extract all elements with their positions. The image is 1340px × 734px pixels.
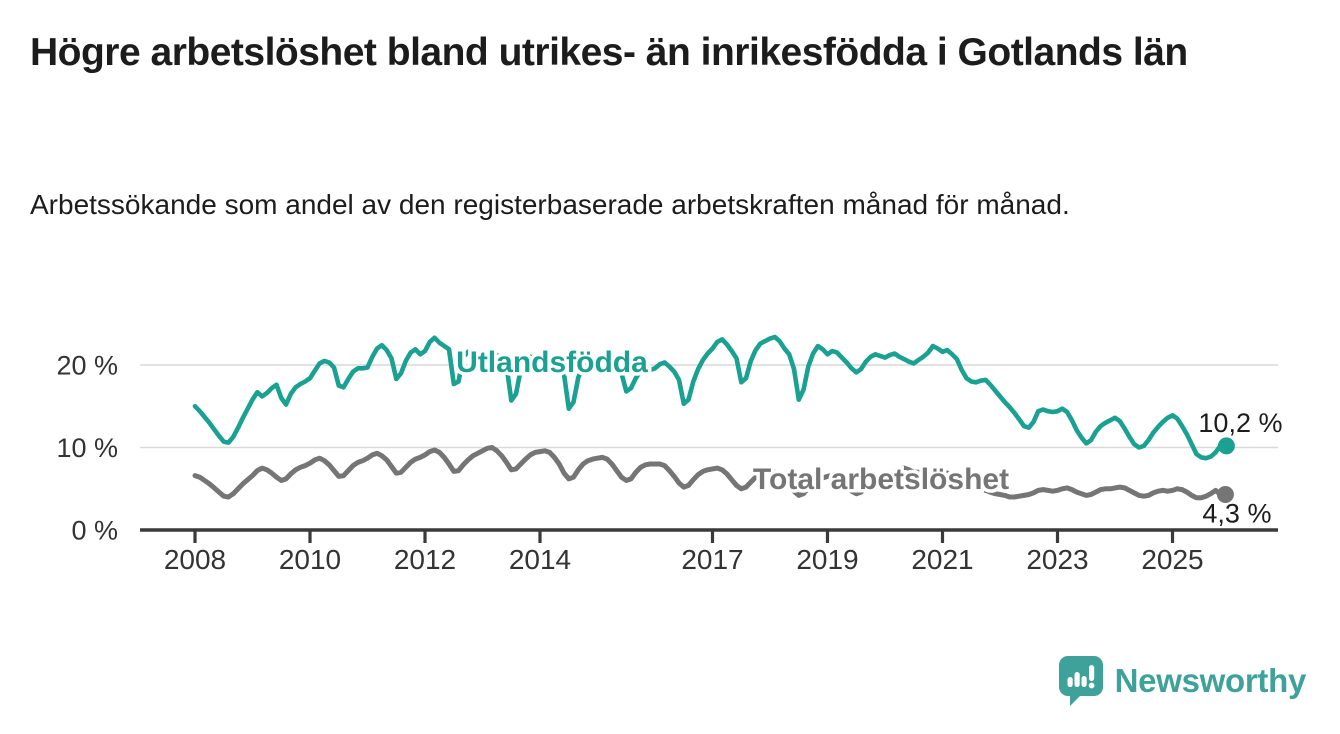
series-label-total-arbetsloshet: Total arbetslöshet [753, 463, 1009, 496]
bar-1 [1067, 677, 1073, 687]
exclamation-dot [1088, 682, 1095, 689]
x-tick-label: 2017 [681, 544, 743, 575]
x-tick-label: 2014 [509, 544, 571, 575]
x-tick-label: 2008 [164, 544, 226, 575]
x-axis-tick-labels: 2008 2010 2012 2014 2017 2019 2021 2023 2025 [164, 544, 1204, 575]
newsworthy-logo: Newsworthy [1058, 655, 1306, 707]
x-tick-label: 2019 [796, 544, 858, 575]
end-value-label-utlandsfodda: 10,2 % [1198, 408, 1282, 438]
newsworthy-logo-text: Newsworthy [1114, 662, 1307, 699]
y-tick-label: 0 % [71, 516, 118, 546]
end-value-label-total: 4,3 % [1202, 499, 1271, 529]
x-tick-label: 2012 [394, 544, 456, 575]
speech-bubble-shape [1058, 656, 1103, 706]
bar-3 [1081, 676, 1087, 687]
x-axis-ticks [193, 530, 1175, 543]
bar-2 [1074, 672, 1080, 687]
newsworthy-logo-icon [1058, 656, 1103, 706]
x-tick-label: 2010 [279, 544, 341, 575]
page-subtitle: Arbetssökande som andel av den registerb… [30, 189, 1070, 220]
end-dot-total [1216, 486, 1234, 504]
series-label-utlandsfodda: Utlandsfödda [456, 346, 648, 379]
series-line-utlandsfodda [192, 334, 1223, 461]
y-tick-label: 10 % [56, 433, 118, 463]
x-tick-label: 2023 [1026, 544, 1088, 575]
y-axis-labels: 0 % 10 % 20 % [56, 351, 118, 546]
y-tick-label: 20 % [56, 351, 118, 381]
x-tick-label: 2021 [911, 544, 973, 575]
end-dot-utlandsfodda [1217, 437, 1235, 455]
exclamation-bar [1088, 665, 1094, 681]
page-title: Högre arbetslöshet bland utrikes- än inr… [30, 31, 1188, 74]
x-tick-label: 2025 [1141, 544, 1203, 575]
series-line-total-arbetsloshet [192, 445, 1223, 501]
